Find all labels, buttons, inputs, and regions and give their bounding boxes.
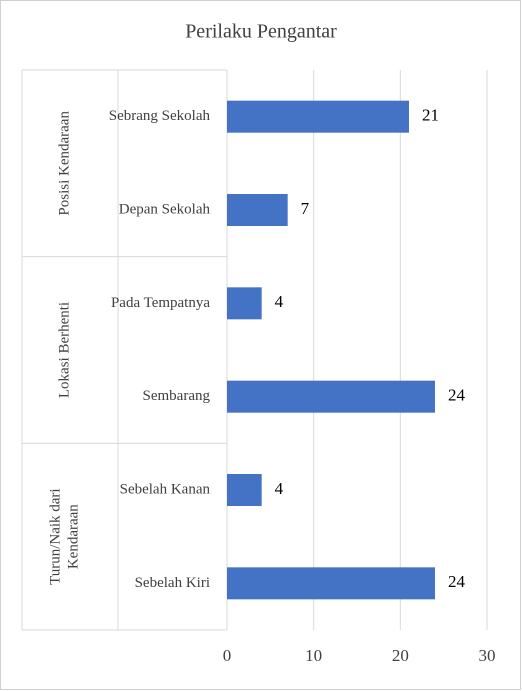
- y-tick-label: Sembarang: [143, 388, 211, 404]
- bar: [227, 287, 262, 320]
- group-label: Turun/Naik dari: [47, 488, 63, 585]
- bar: [227, 474, 262, 506]
- bar: [227, 567, 435, 600]
- bar: [227, 380, 435, 413]
- x-tick-label: 10: [305, 646, 322, 665]
- group-label: Posisi Kendaraan: [56, 111, 72, 216]
- group-label: Lokasi Berhenti: [56, 302, 72, 398]
- bar: [227, 100, 409, 133]
- y-tick-label: Pada Tempatnya: [111, 295, 210, 311]
- y-tick-label: Sebrang Sekolah: [109, 108, 211, 124]
- chart-title: Perilaku Pengantar: [185, 21, 337, 43]
- data-label: 4: [275, 292, 284, 311]
- data-label: 7: [301, 199, 310, 218]
- group-label: Kendaraan: [65, 504, 81, 569]
- data-label: 24: [448, 572, 466, 591]
- x-tick-label: 30: [479, 646, 496, 665]
- y-tick-label: Sebelah Kiri: [135, 575, 210, 591]
- bar: [227, 194, 288, 226]
- data-label: 24: [448, 386, 466, 405]
- y-tick-label: Sebelah Kanan: [120, 481, 211, 497]
- data-label: 4: [275, 479, 284, 498]
- x-tick-label: 0: [223, 646, 232, 665]
- y-tick-label: Depan Sekolah: [119, 201, 211, 217]
- data-label: 21: [422, 106, 439, 125]
- x-tick-label: 20: [392, 646, 409, 665]
